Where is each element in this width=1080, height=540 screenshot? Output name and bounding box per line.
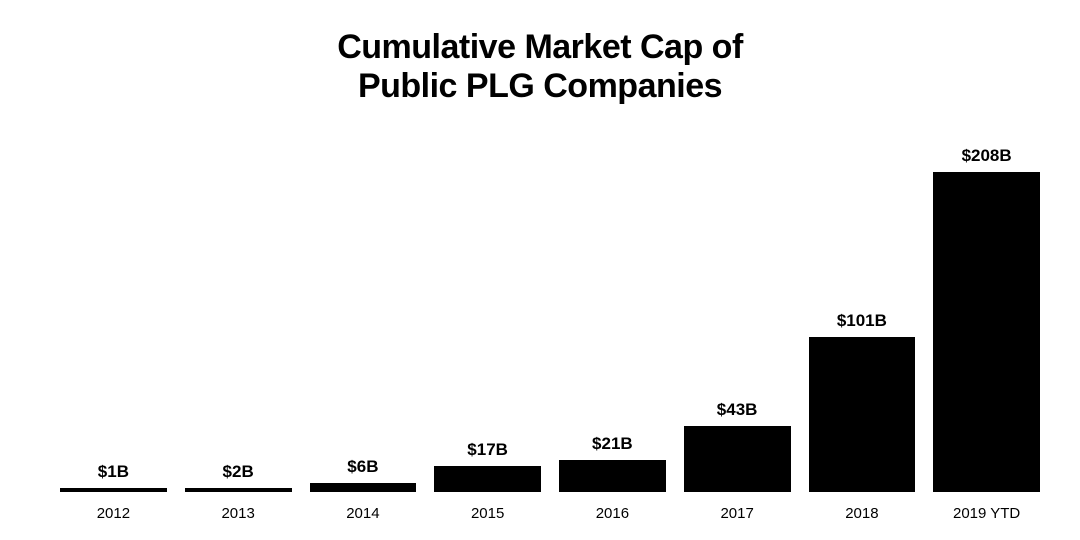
bar-stack: $6B bbox=[310, 140, 417, 492]
bar-group: $43B bbox=[684, 140, 791, 492]
bar-group: $101B bbox=[809, 140, 916, 492]
x-axis-labels: 2012 2013 2014 2015 2016 2017 2018 2019 YTD bbox=[60, 505, 1040, 522]
chart-title-line2: Public PLG Companies bbox=[0, 67, 1080, 106]
x-axis-label: 2019 YTD bbox=[933, 505, 1040, 522]
x-axis-label: 2015 bbox=[434, 505, 541, 522]
bar-group: $1B bbox=[60, 140, 167, 492]
bars-container: $1B $2B $6B $17B $21B $43B $101B $208B bbox=[60, 140, 1040, 492]
x-axis-label: 2018 bbox=[809, 505, 916, 522]
bar-stack: $17B bbox=[434, 140, 541, 492]
bar-stack: $21B bbox=[559, 140, 666, 492]
x-axis-label: 2014 bbox=[310, 505, 417, 522]
bar bbox=[559, 460, 666, 492]
bar-value-label: $101B bbox=[837, 311, 887, 331]
bar-value-label: $21B bbox=[592, 434, 633, 454]
bar bbox=[434, 466, 541, 492]
bar bbox=[310, 483, 417, 492]
bar-group: $2B bbox=[185, 140, 292, 492]
bar-stack: $101B bbox=[809, 140, 916, 492]
bar bbox=[684, 426, 791, 492]
bar-group: $6B bbox=[310, 140, 417, 492]
bar-stack: $1B bbox=[60, 140, 167, 492]
bar bbox=[60, 488, 167, 492]
x-axis-label: 2012 bbox=[60, 505, 167, 522]
bar-group: $208B bbox=[933, 140, 1040, 492]
bar-value-label: $1B bbox=[98, 462, 129, 482]
bar-value-label: $6B bbox=[347, 457, 378, 477]
bar bbox=[933, 172, 1040, 492]
chart-plot-area: $1B $2B $6B $17B $21B $43B $101B $208B bbox=[60, 140, 1040, 492]
bar-stack: $2B bbox=[185, 140, 292, 492]
x-axis-label: 2016 bbox=[559, 505, 666, 522]
bar bbox=[185, 488, 292, 492]
bar-stack: $208B bbox=[933, 140, 1040, 492]
bar-group: $17B bbox=[434, 140, 541, 492]
x-axis-label: 2017 bbox=[684, 505, 791, 522]
x-axis-label: 2013 bbox=[185, 505, 292, 522]
chart-title: Cumulative Market Cap of Public PLG Comp… bbox=[0, 0, 1080, 106]
bar-stack: $43B bbox=[684, 140, 791, 492]
bar-group: $21B bbox=[559, 140, 666, 492]
bar-value-label: $43B bbox=[717, 400, 758, 420]
bar-value-label: $17B bbox=[467, 440, 508, 460]
bar-value-label: $2B bbox=[223, 462, 254, 482]
bar bbox=[809, 337, 916, 492]
bar-value-label: $208B bbox=[962, 146, 1012, 166]
chart-title-line1: Cumulative Market Cap of bbox=[0, 28, 1080, 67]
